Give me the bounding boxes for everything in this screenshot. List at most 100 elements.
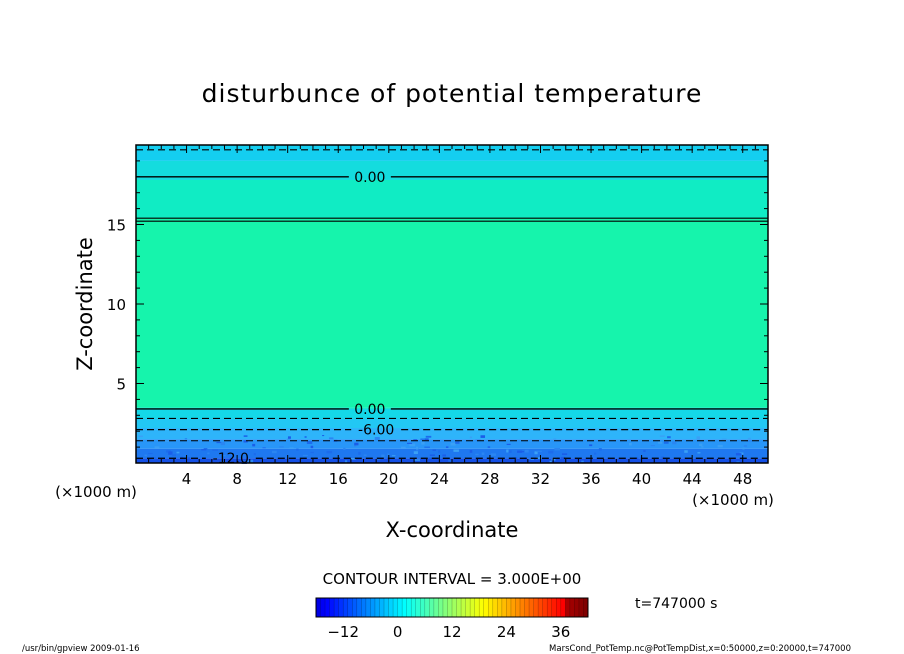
colorbar-cell [361, 598, 367, 617]
speckle [279, 446, 284, 448]
x-tick-label: 20 [379, 470, 398, 488]
speckle [535, 457, 542, 460]
speckle [438, 450, 441, 453]
colorbar-tick-label: 12 [442, 623, 461, 641]
colorbar-cell [384, 598, 389, 617]
speckle [429, 454, 435, 456]
speckle [747, 437, 751, 440]
speckle [289, 447, 294, 449]
x-tick-label: 12 [278, 470, 297, 488]
speckle [506, 449, 509, 453]
speckle [517, 450, 523, 453]
plot-frame [135, 144, 769, 464]
speckle [469, 450, 473, 453]
speckle [414, 459, 421, 462]
colorbar-cell [406, 598, 412, 617]
speckle [271, 450, 277, 454]
speckle [453, 449, 459, 452]
x-tick-label: 32 [531, 470, 550, 488]
speckle [594, 452, 597, 455]
x-unit-left: (×1000 m) [55, 483, 137, 501]
colorbar-frame [315, 597, 589, 618]
y-tick-label: 5 [116, 376, 126, 394]
speckle [432, 449, 437, 451]
speckle [302, 454, 308, 457]
colorbar-cell [565, 598, 571, 617]
speckle [701, 446, 704, 448]
speckle [530, 458, 534, 460]
fill-band-6 [136, 407, 768, 409]
speckle [420, 438, 425, 440]
speckle [413, 451, 418, 455]
speckle [322, 435, 325, 437]
colorbar-cell [583, 598, 589, 617]
speckle [553, 438, 557, 442]
speckle [635, 457, 639, 459]
speckle [363, 454, 367, 456]
colorbar-cell [465, 598, 471, 617]
speckle [409, 443, 416, 447]
speckle [598, 448, 602, 451]
y-tick-label: 10 [107, 296, 126, 314]
speckle [554, 448, 561, 451]
speckle [455, 441, 460, 444]
speckle [407, 442, 413, 444]
speckle [629, 442, 632, 446]
speckle [144, 454, 147, 457]
colorbar-cell [510, 598, 516, 617]
colorbar-cell [529, 598, 534, 617]
speckle [220, 460, 226, 464]
speckle [667, 436, 671, 439]
speckle [310, 445, 314, 449]
speckle [527, 458, 530, 461]
colorbar-cell [438, 598, 444, 617]
colorbar-tick-label: 0 [393, 623, 403, 641]
speckle [391, 455, 396, 457]
speckle [416, 446, 419, 450]
colorbar-cell [402, 598, 407, 617]
colorbar-cell [415, 598, 421, 617]
speckle [242, 460, 245, 462]
speckle [486, 460, 490, 463]
speckle [721, 438, 727, 441]
speckle [148, 452, 153, 455]
colorbar-cell [452, 598, 457, 617]
colorbar-cell [506, 598, 512, 617]
colorbar-cell [501, 598, 507, 617]
colorbar-cell [316, 598, 321, 617]
speckle [746, 440, 753, 442]
colorbar [315, 597, 589, 618]
speckle [243, 440, 248, 443]
x-tick-label: 44 [683, 470, 702, 488]
speckle [253, 453, 256, 456]
colorbar-cell [379, 598, 385, 617]
colorbar-cell [515, 598, 521, 617]
contour-label-2: 0.00 [354, 402, 385, 418]
speckle [381, 454, 385, 458]
colorbar-tick-labels: −12 0 12 24 36 [327, 623, 570, 641]
colorbar-cell [470, 598, 475, 617]
x-axis-label: X-coordinate [386, 518, 519, 542]
speckle [354, 442, 359, 446]
speckle [475, 453, 479, 456]
speckle [717, 444, 723, 448]
chart-title: disturbunce of potential temperature [202, 79, 703, 108]
colorbar-cell [424, 598, 430, 617]
speckle [262, 447, 266, 449]
speckle [508, 450, 512, 453]
y-tick-label: 15 [107, 217, 126, 235]
x-tick-label: 36 [581, 470, 600, 488]
speckle [469, 436, 473, 439]
colorbar-cell [325, 598, 330, 617]
speckle [684, 450, 688, 453]
speckle [201, 449, 207, 451]
colorbar-cell [578, 598, 584, 617]
speckle [343, 447, 346, 450]
colorbar-cell [352, 598, 358, 617]
speckle [171, 454, 176, 457]
colorbar-cell [447, 598, 453, 617]
colorbar-tick-label: −12 [327, 623, 359, 641]
speckle [425, 435, 432, 438]
x-tick-label: 4 [182, 470, 192, 488]
